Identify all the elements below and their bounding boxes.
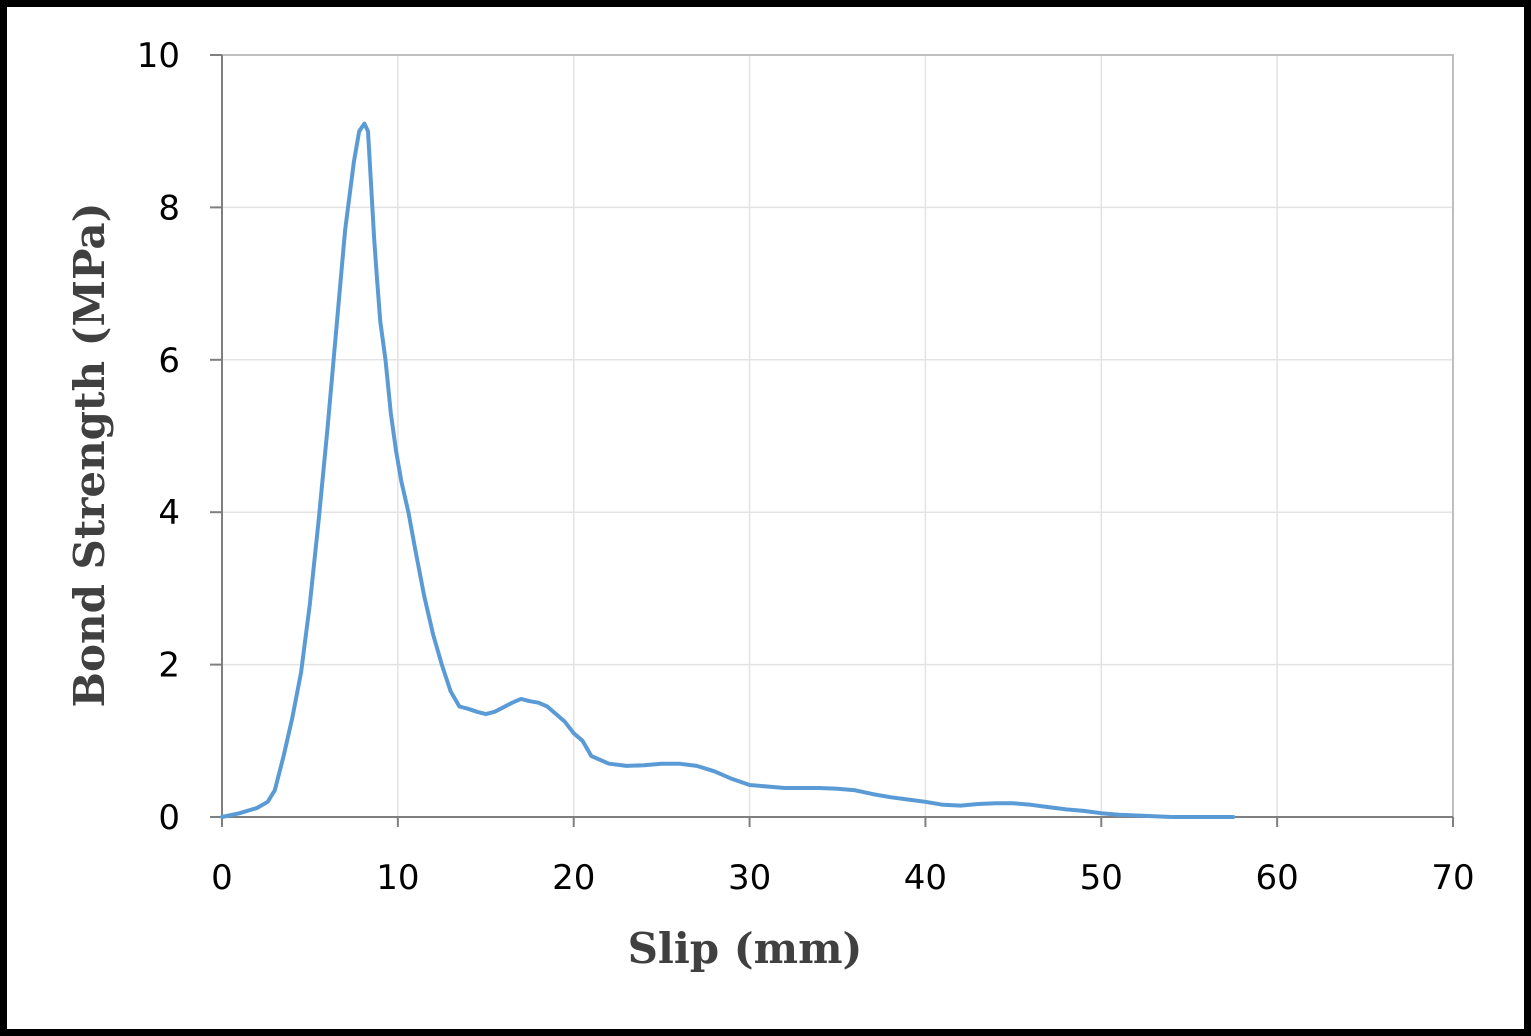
series-line: [220, 121, 1236, 819]
x-tick-label-70: 70: [1431, 858, 1474, 898]
axes: [210, 54, 1454, 827]
y-tick-label-6: 6: [158, 341, 180, 381]
x-axis-title: Slip (mm): [628, 924, 863, 973]
x-tick-label-50: 50: [1080, 858, 1123, 898]
gridlines: [222, 54, 1454, 817]
plot-area-border: [221, 54, 1454, 818]
y-tick-label-10: 10: [137, 36, 180, 76]
x-tick-label-20: 20: [552, 858, 595, 898]
x-tick-label-0: 0: [211, 858, 233, 898]
x-tick-label-60: 60: [1256, 858, 1299, 898]
y-tick-label-4: 4: [158, 493, 180, 533]
x-tick-label-30: 30: [728, 858, 771, 898]
y-tick-label-2: 2: [158, 646, 180, 686]
x-tick-label-40: 40: [904, 858, 947, 898]
tick-labels: 0 10 20 30 40 50 60 70 0 2 4 6 8 10: [137, 36, 1475, 898]
y-tick-label-8: 8: [158, 188, 180, 228]
y-tick-label-0: 0: [158, 798, 180, 838]
x-tick-label-10: 10: [376, 858, 419, 898]
y-axis-title: Bond Strength (MPa): [65, 203, 114, 708]
